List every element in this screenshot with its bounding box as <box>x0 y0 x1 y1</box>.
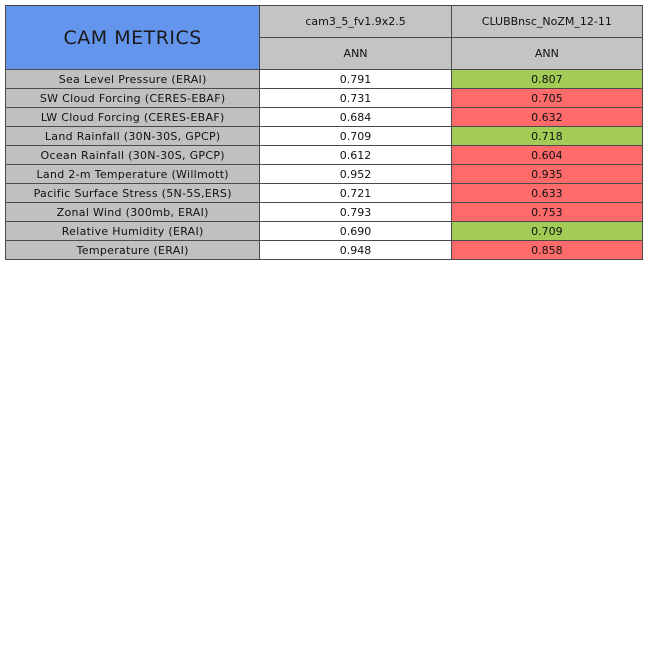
metric-label: LW Cloud Forcing (CERES-EBAF) <box>4 107 261 127</box>
metric-label: Sea Level Pressure (ERAI) <box>4 69 261 89</box>
table-row: Relative Humidity (ERAI) 0.690 0.709 <box>4 221 644 241</box>
table-row: Pacific Surface Stress (5N-5S,ERS) 0.721 0… <box>4 183 644 203</box>
metric-value-model-1: 0.948 <box>259 240 452 260</box>
metric-label: Land Rainfall (30N-30S, GPCP) <box>4 126 261 146</box>
column-header-model-2: CLUBBnsc_NoZM_12-11 <box>450 5 644 38</box>
column-period-model-2: ANN <box>450 37 644 70</box>
table-row: Zonal Wind (300mb, ERAI) 0.793 0.753 <box>4 202 644 222</box>
table-row: Land 2-m Temperature (Willmott) 0.952 0.93… <box>4 164 644 184</box>
metric-value-model-1: 0.684 <box>259 107 452 127</box>
metric-label: SW Cloud Forcing (CERES-EBAF) <box>4 88 261 108</box>
table-row: SW Cloud Forcing (CERES-EBAF) 0.731 0.705 <box>4 88 644 108</box>
metric-value-model-2: 0.718 <box>450 126 644 146</box>
metric-value-model-1: 0.952 <box>259 164 452 184</box>
metric-value-model-1: 0.612 <box>259 145 452 165</box>
metric-value-model-2: 0.935 <box>450 164 644 184</box>
column-period-model-1: ANN <box>259 37 452 70</box>
metric-label: Relative Humidity (ERAI) <box>4 221 261 241</box>
metrics-table: CAM METRICS cam3_5_fv1.9x2.5 CLUBBnsc_No… <box>4 5 644 260</box>
table-row: Land Rainfall (30N-30S, GPCP) 0.709 0.718 <box>4 126 644 146</box>
table-row: Sea Level Pressure (ERAI) 0.791 0.807 <box>4 69 644 89</box>
metric-label: Zonal Wind (300mb, ERAI) <box>4 202 261 222</box>
metric-value-model-2: 0.709 <box>450 221 644 241</box>
metric-value-model-1: 0.709 <box>259 126 452 146</box>
metric-value-model-2: 0.604 <box>450 145 644 165</box>
metric-value-model-2: 0.753 <box>450 202 644 222</box>
metric-label: Land 2-m Temperature (Willmott) <box>4 164 261 184</box>
table-row: Temperature (ERAI) 0.948 0.858 <box>4 240 644 260</box>
metric-value-model-2: 0.705 <box>450 88 644 108</box>
metric-value-model-1: 0.793 <box>259 202 452 222</box>
metric-value-model-1: 0.731 <box>259 88 452 108</box>
table-row: Ocean Rainfall (30N-30S, GPCP) 0.612 0.604 <box>4 145 644 165</box>
metric-value-model-2: 0.858 <box>450 240 644 260</box>
metric-value-model-2: 0.807 <box>450 69 644 89</box>
table-row: LW Cloud Forcing (CERES-EBAF) 0.684 0.632 <box>4 107 644 127</box>
metric-label: Temperature (ERAI) <box>4 240 261 260</box>
metric-value-model-1: 0.690 <box>259 221 452 241</box>
metric-label: Ocean Rainfall (30N-30S, GPCP) <box>4 145 261 165</box>
metric-value-model-2: 0.633 <box>450 183 644 203</box>
table-title: CAM METRICS <box>4 5 261 70</box>
metric-value-model-1: 0.721 <box>259 183 452 203</box>
column-header-model-1: cam3_5_fv1.9x2.5 <box>259 5 452 38</box>
metric-value-model-1: 0.791 <box>259 69 452 89</box>
metrics-body: Sea Level Pressure (ERAI) 0.791 0.807 SW Cl… <box>4 69 644 260</box>
metric-label: Pacific Surface Stress (5N-5S,ERS) <box>4 183 261 203</box>
metric-value-model-2: 0.632 <box>450 107 644 127</box>
